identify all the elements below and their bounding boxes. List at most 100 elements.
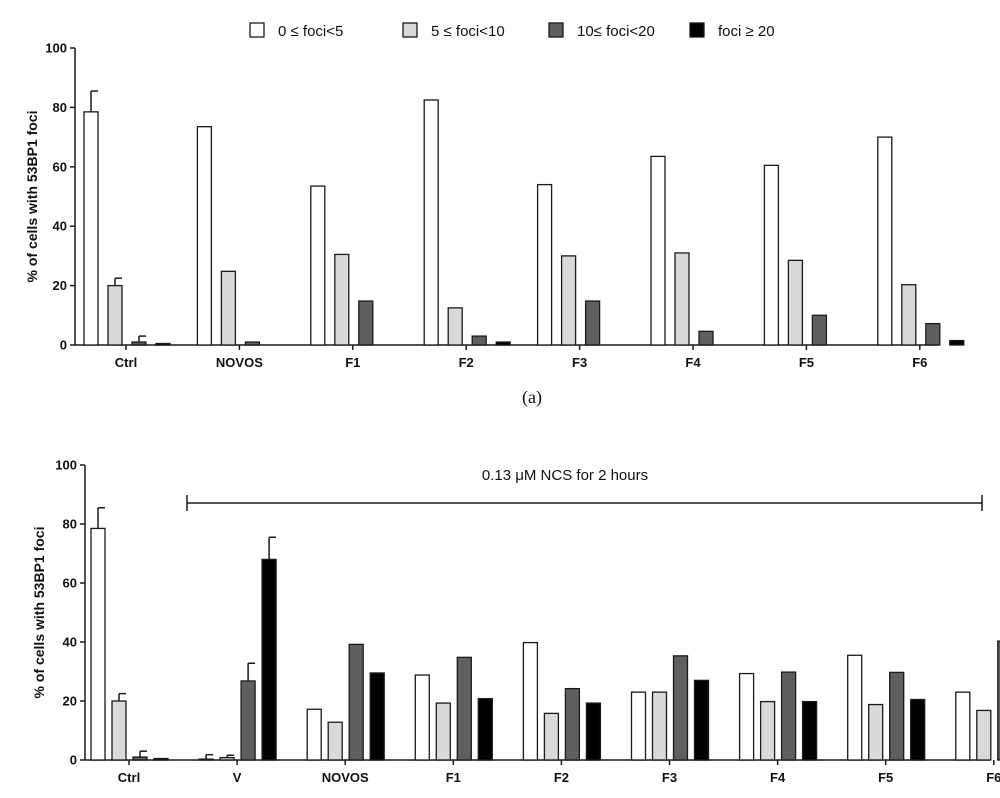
- bar-ctrl-series-1: [111, 700, 127, 761]
- bar-f1-series-2: [456, 656, 472, 761]
- x-tick-label-ctrl: Ctrl: [118, 770, 140, 785]
- bar-v-series-3: [261, 558, 277, 761]
- bar-f5-series-2: [889, 671, 905, 761]
- y-tick-label-100: 100: [55, 458, 77, 473]
- bar-f1-series-3: [477, 697, 493, 761]
- bar-novos-series-1: [220, 270, 237, 346]
- bar-ctrl-series-2: [131, 341, 147, 346]
- legend-swatch-0: [249, 22, 265, 38]
- y-tick-label-40: 40: [63, 635, 77, 650]
- bar-v-series-0: [198, 758, 214, 761]
- y-axis-title: % of cells with 53BP1 foci: [24, 111, 40, 283]
- bar-f1-series-0: [414, 674, 430, 761]
- bar-v-series-2: [240, 680, 256, 761]
- bar-f2-series-0: [423, 99, 439, 346]
- bar-f3-series-2: [672, 655, 689, 761]
- x-tick-label-novos: NOVOS: [216, 355, 263, 370]
- bar-f2-series-3: [585, 702, 602, 761]
- bar-f6-series-1: [901, 284, 917, 346]
- bar-f1-series-1: [435, 702, 451, 761]
- legend-swatch-2: [548, 22, 564, 38]
- chart-panel-a: 0 20 40 60 80 100 % of cells with 53BP1 foci Ct…: [24, 41, 965, 370]
- bar-novos-series-1: [327, 721, 343, 761]
- bar-f2-series-3: [495, 341, 511, 346]
- x-tick-label-ctrl: Ctrl: [115, 355, 137, 370]
- bar-novos-series-0: [306, 708, 322, 761]
- x-tick-label-f5: F5: [799, 355, 814, 370]
- bar-f4-series-2: [780, 671, 797, 761]
- bar-f5-series-0: [847, 654, 863, 761]
- y-tick-label-0: 0: [70, 753, 77, 768]
- bar-f3-series-2: [584, 300, 601, 346]
- y-tick-label-40: 40: [53, 219, 67, 234]
- x-tick-label-f5: F5: [878, 770, 893, 785]
- y-tick-label-60: 60: [53, 159, 67, 174]
- legend-swatch-3: [689, 22, 705, 38]
- x-tick-label-f4: F4: [770, 770, 786, 785]
- bar-ctrl-series-2: [132, 756, 148, 761]
- x-tick-label-f4: F4: [685, 355, 701, 370]
- bar-f2-series-0: [522, 641, 539, 761]
- bar-ctrl-series-1: [107, 284, 123, 346]
- x-tick-label-f1: F1: [446, 770, 461, 785]
- x-tick-label-f3: F3: [572, 355, 587, 370]
- y-axis-title: % of cells with 53BP1 foci: [31, 527, 47, 699]
- bar-f1-series-0: [310, 185, 326, 346]
- bar-f3-series-0: [630, 691, 647, 761]
- bar-ctrl-series-3: [155, 342, 171, 346]
- legend-label-3: foci ≥ 20: [718, 23, 775, 40]
- legend-label-2: 10≤ foci<20: [577, 23, 655, 40]
- bar-f4-series-1: [759, 700, 776, 761]
- legend-label-0: 0 ≤ foci<5: [278, 23, 343, 40]
- bar-f5-series-2: [811, 314, 828, 346]
- y-tick-label-60: 60: [63, 576, 77, 591]
- legend-swatch-1: [402, 22, 418, 38]
- bar-novos-series-2: [244, 341, 261, 346]
- y-tick-label-20: 20: [63, 694, 77, 709]
- bar-v-series-1: [219, 756, 235, 761]
- bar-f3-series-3: [693, 679, 710, 761]
- x-tick-label-f6: F6: [986, 770, 1000, 785]
- bar-novos-series-2: [348, 643, 364, 761]
- x-tick-label-f6: F6: [912, 355, 927, 370]
- bar-f1-series-2: [358, 300, 374, 346]
- bar-f6-series-2: [997, 640, 1000, 761]
- x-tick-label-f3: F3: [662, 770, 677, 785]
- bar-f5-series-0: [763, 164, 780, 346]
- y-tick-label-80: 80: [63, 517, 77, 532]
- x-tick-label-novos: NOVOS: [322, 770, 369, 785]
- bar-f6-series-3: [949, 339, 965, 346]
- bar-f3-series-1: [651, 691, 668, 761]
- x-tick-label-f1: F1: [345, 355, 360, 370]
- y-tick-label-0: 0: [60, 338, 67, 353]
- bar-f5-series-1: [868, 703, 884, 761]
- bar-ctrl-series-0: [83, 111, 99, 346]
- bar-f4-series-3: [801, 700, 818, 761]
- bar-f2-series-1: [543, 712, 560, 761]
- bar-f3-series-1: [560, 255, 577, 346]
- bar-f2-series-2: [564, 687, 581, 761]
- bar-f4-series-2: [698, 330, 714, 346]
- bar-f2-series-1: [447, 307, 463, 346]
- chart-panel-b: 0 20 40 60 80 100 % of cells with 53BP1 foci Ct…: [31, 458, 1000, 785]
- x-tick-label-f2: F2: [554, 770, 569, 785]
- bar-f6-series-0: [877, 136, 893, 346]
- y-tick-label-80: 80: [53, 100, 67, 115]
- bar-f5-series-3: [910, 698, 926, 761]
- bar-f6-series-0: [955, 691, 971, 761]
- bar-f4-series-0: [650, 155, 666, 346]
- bar-novos-series-3: [369, 672, 385, 761]
- ncs-treatment-label: 0.13 μM NCS for 2 hours: [482, 467, 648, 484]
- x-tick-label-f2: F2: [459, 355, 474, 370]
- bar-f5-series-1: [787, 259, 804, 346]
- bar-ctrl-series-0: [90, 527, 106, 761]
- bar-f6-series-1: [976, 709, 992, 761]
- legend-label-1: 5 ≤ foci<10: [431, 23, 505, 40]
- bar-f1-series-1: [334, 253, 350, 346]
- x-tick-label-v: V: [233, 770, 242, 785]
- panel-a-caption: (a): [522, 387, 542, 408]
- bar-ctrl-series-3: [153, 757, 169, 761]
- bar-novos-series-0: [196, 126, 213, 346]
- bar-f2-series-2: [471, 335, 487, 346]
